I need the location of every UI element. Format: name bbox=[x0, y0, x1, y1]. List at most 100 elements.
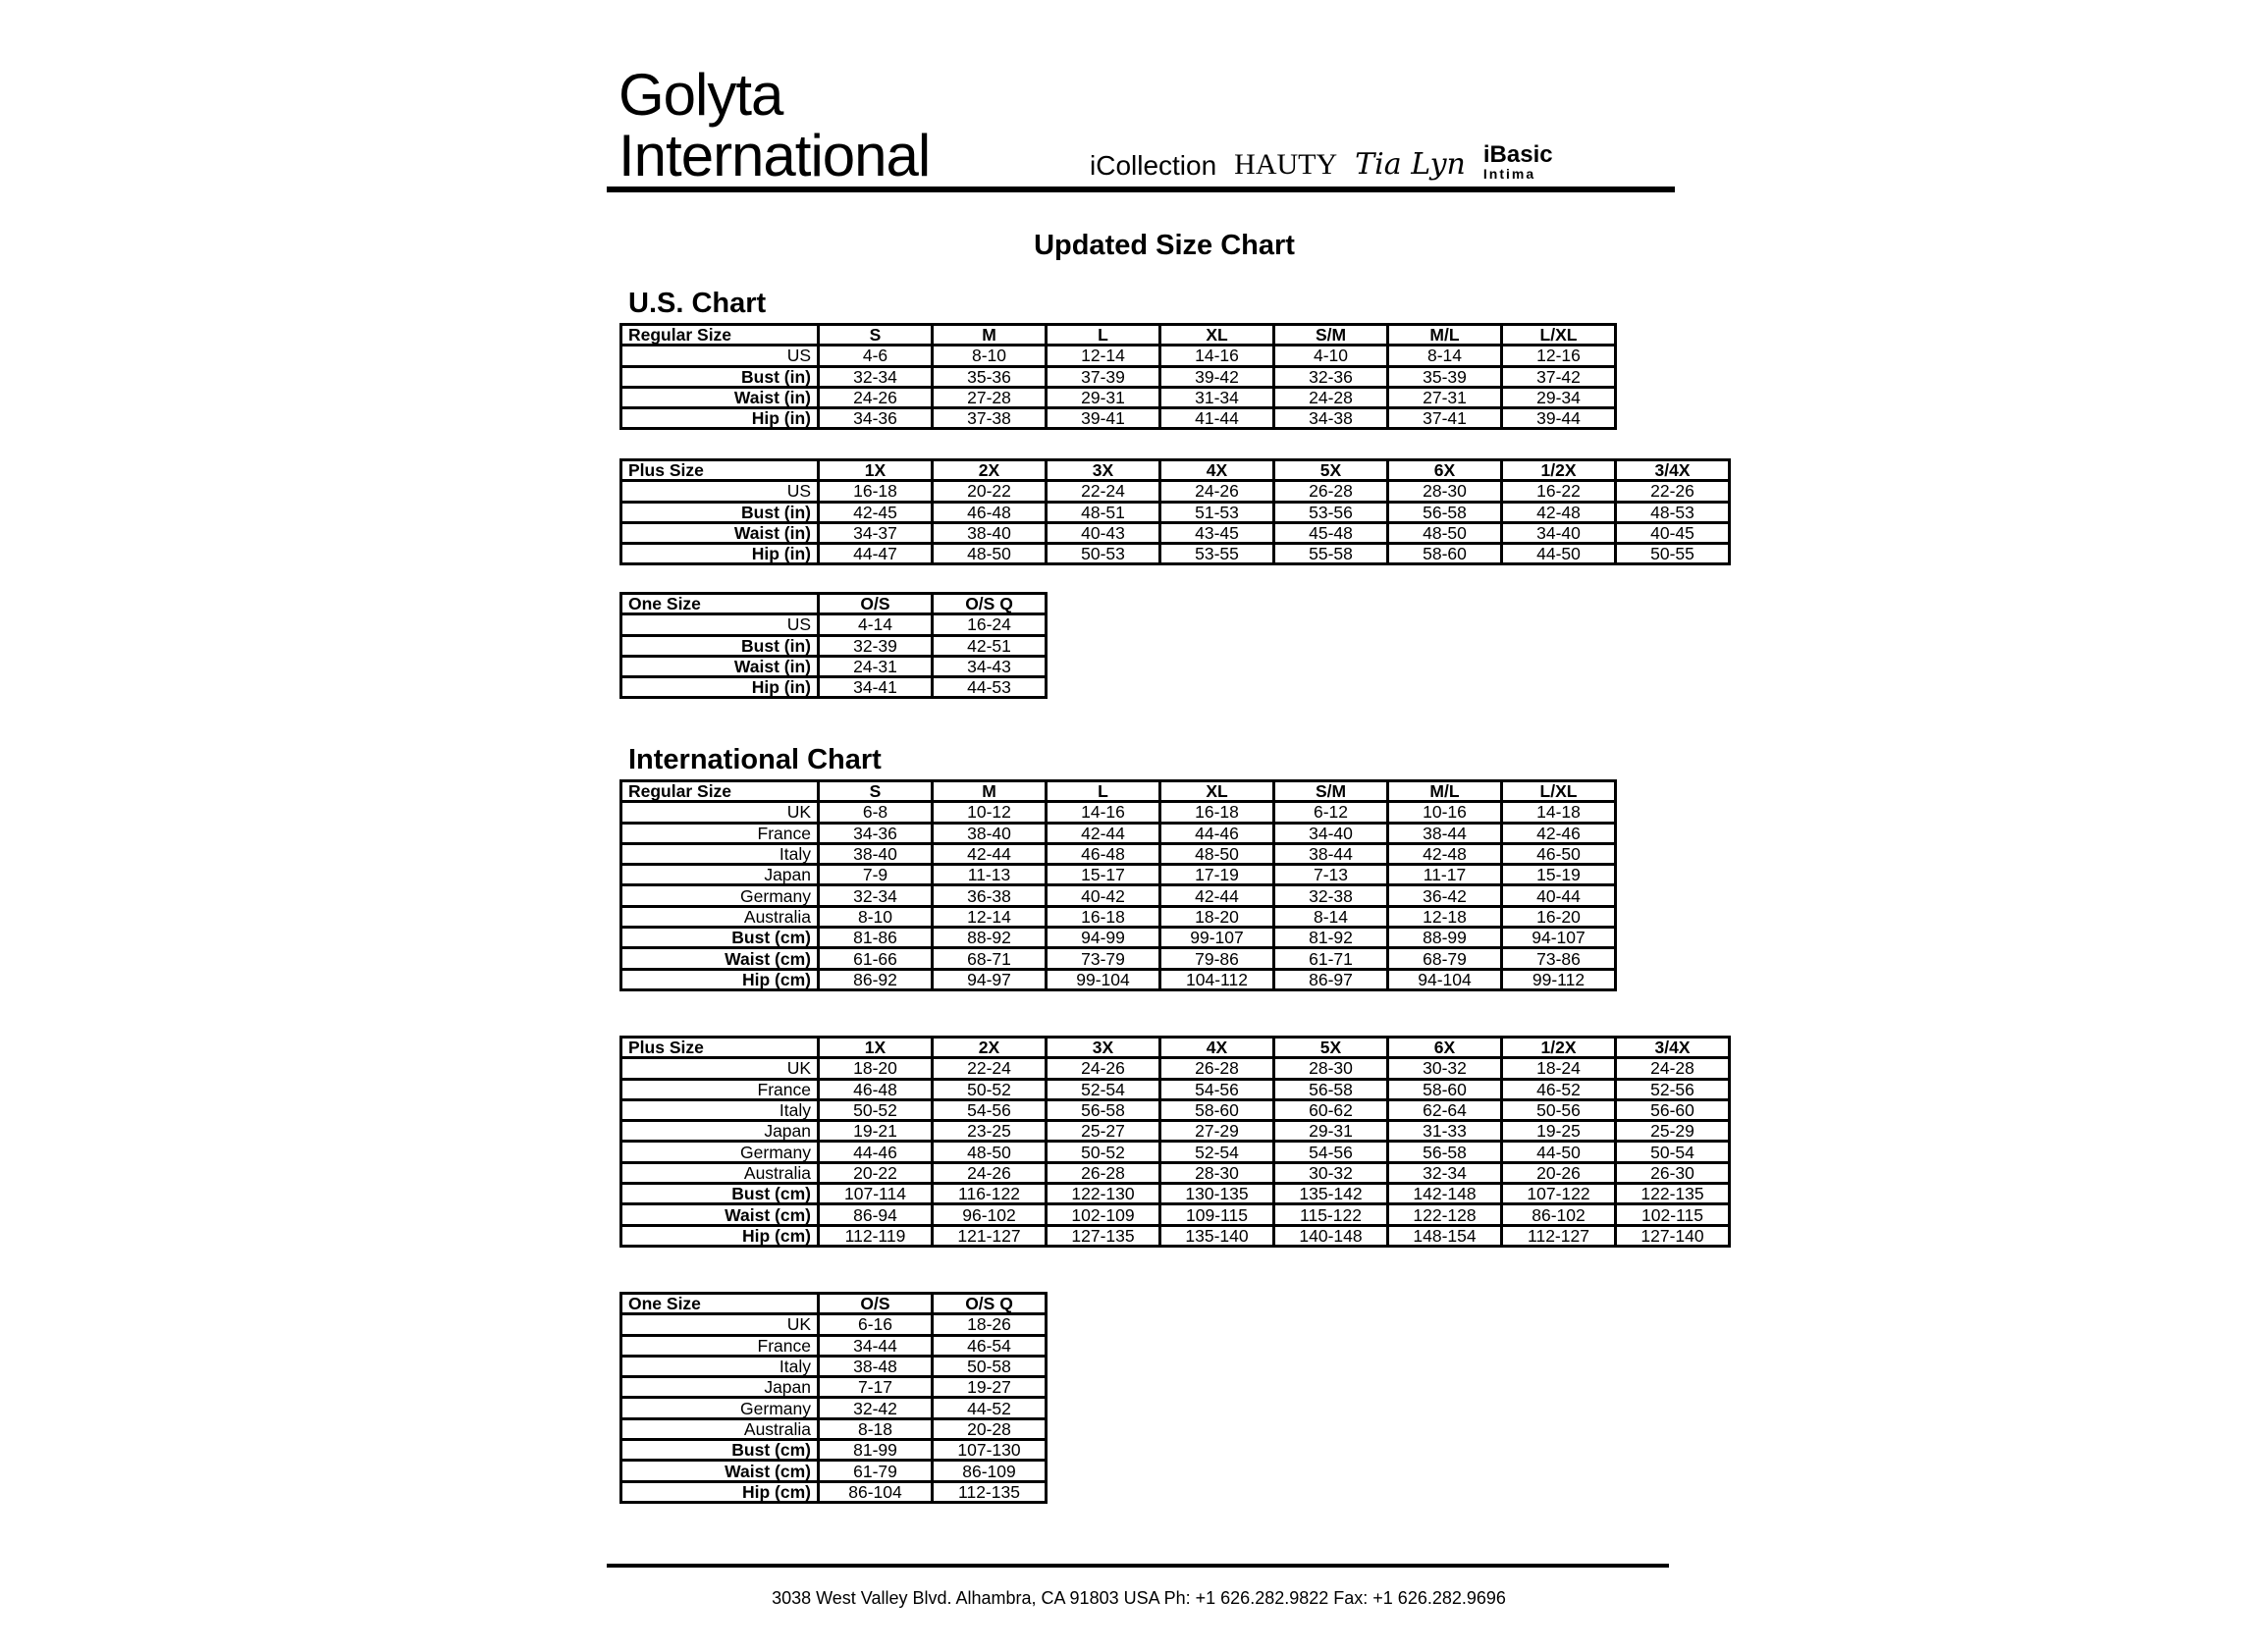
table-cell: 109-115 bbox=[1158, 1202, 1275, 1227]
table-cell: 18-20 bbox=[1158, 904, 1275, 930]
table-cell: 16-24 bbox=[931, 613, 1048, 637]
row-label: UK bbox=[619, 800, 820, 825]
table-cell: 29-31 bbox=[1045, 385, 1161, 410]
table-cell: 48-51 bbox=[1045, 500, 1161, 524]
table-cell: 12-18 bbox=[1386, 904, 1503, 930]
table-cell: 88-99 bbox=[1386, 926, 1503, 950]
table-row: Japan 7-17 19-27 bbox=[619, 1375, 1048, 1400]
table-cell: 15-19 bbox=[1500, 863, 1617, 887]
table-cell: 94-99 bbox=[1045, 926, 1161, 950]
table-cell: 34-40 bbox=[1500, 520, 1617, 546]
table-cell: 50-58 bbox=[931, 1354, 1048, 1379]
column-header: 5X bbox=[1272, 1035, 1389, 1060]
row-label: UK bbox=[619, 1312, 820, 1337]
table-cell: 121-127 bbox=[931, 1223, 1048, 1248]
table-row: Germany 32-42 44-52 bbox=[619, 1396, 1048, 1420]
column-header: S bbox=[817, 778, 934, 804]
table-cell: 45-48 bbox=[1272, 520, 1389, 546]
table-cell: 61-66 bbox=[817, 946, 934, 971]
table-row: France 34-36 38-40 42-44 44-46 34-40 38-44 42-4… bbox=[619, 821, 1617, 845]
table-cell: 73-79 bbox=[1045, 946, 1161, 971]
table-cell: 42-48 bbox=[1500, 500, 1617, 524]
column-header: M bbox=[931, 322, 1048, 347]
table-cell: 42-51 bbox=[931, 633, 1048, 658]
table-cell: 24-28 bbox=[1272, 385, 1389, 410]
table-cell: 48-50 bbox=[931, 1140, 1048, 1164]
table-cell: 37-39 bbox=[1045, 364, 1161, 389]
table-row: UK 6-8 10-12 14-16 16-18 6-12 10-16 14-18 bbox=[619, 800, 1617, 825]
table-cell: 62-64 bbox=[1386, 1097, 1503, 1123]
table-cell: 6-8 bbox=[817, 800, 934, 825]
table-cell: 112-127 bbox=[1500, 1223, 1617, 1248]
table-row: Australia 8-18 20-28 bbox=[619, 1416, 1048, 1442]
row-label: Japan bbox=[619, 863, 820, 887]
table-cell: 37-38 bbox=[931, 406, 1048, 431]
table-cell: 86-102 bbox=[1500, 1202, 1617, 1227]
table-row: Australia 8-10 12-14 16-18 18-20 8-14 12-18 16-… bbox=[619, 904, 1617, 930]
table-cell: 48-50 bbox=[931, 542, 1048, 566]
column-header: M/L bbox=[1386, 322, 1503, 347]
table-row: US 4-14 16-24 bbox=[619, 613, 1048, 637]
table-cell: 40-43 bbox=[1045, 520, 1161, 546]
table-cell: 42-44 bbox=[1045, 821, 1161, 845]
table-cell: 94-104 bbox=[1386, 967, 1503, 991]
column-header: 6X bbox=[1386, 1035, 1503, 1060]
table-cell: 8-14 bbox=[1386, 344, 1503, 368]
table-cell: 48-50 bbox=[1386, 520, 1503, 546]
column-header: 3/4X bbox=[1614, 457, 1731, 483]
table-row: UK 18-20 22-24 24-26 26-28 28-30 30-32 18-24 24-… bbox=[619, 1056, 1731, 1081]
table-cell: 50-56 bbox=[1500, 1097, 1617, 1123]
row-label: US bbox=[619, 613, 820, 637]
row-label: Bust (cm) bbox=[619, 926, 820, 950]
table-cell: 115-122 bbox=[1272, 1202, 1389, 1227]
row-label: Germany bbox=[619, 1396, 820, 1420]
row-label: Waist (cm) bbox=[619, 1202, 820, 1227]
table-cell: 86-109 bbox=[931, 1459, 1048, 1483]
table-cell: 86-92 bbox=[817, 967, 934, 991]
table-cell: 7-13 bbox=[1272, 863, 1389, 887]
table-row: Waist (cm) 61-79 86-109 bbox=[619, 1459, 1048, 1483]
table-cell: 122-135 bbox=[1614, 1182, 1731, 1206]
footer-address: 3038 West Valley Blvd. Alhambra, CA 9180… bbox=[772, 1588, 1506, 1608]
table-cell: 8-10 bbox=[817, 904, 934, 930]
table-cell: 61-71 bbox=[1272, 946, 1389, 971]
table-cell: 28-30 bbox=[1272, 1056, 1389, 1081]
table-cell: 88-92 bbox=[931, 926, 1048, 950]
brand-intima: Intima bbox=[1482, 166, 1536, 182]
table-cell: 25-27 bbox=[1045, 1119, 1161, 1144]
table-row: Bust (in) 42-45 46-48 48-51 51-53 53-56 56-58 4… bbox=[619, 500, 1731, 524]
column-header: L/XL bbox=[1500, 778, 1617, 804]
table-row: Bust (cm) 107-114 116-122 122-130 130-135 135… bbox=[619, 1182, 1731, 1206]
column-header: 4X bbox=[1158, 457, 1275, 483]
table-header-row: Regular Size S M L XL S/M M/L L/XL bbox=[619, 322, 1617, 347]
table-cell: 53-55 bbox=[1158, 542, 1275, 566]
table-cell: 22-26 bbox=[1614, 479, 1731, 504]
table-cell: 4-10 bbox=[1272, 344, 1389, 368]
column-header: 3/4X bbox=[1614, 1035, 1731, 1060]
table-cell: 19-27 bbox=[931, 1375, 1048, 1400]
row-label: Waist (in) bbox=[619, 654, 820, 679]
table-row: Bust (in) 32-34 35-36 37-39 39-42 32-36 35-39 3… bbox=[619, 364, 1617, 389]
table-cell: 35-36 bbox=[931, 364, 1048, 389]
table-cell: 135-142 bbox=[1272, 1182, 1389, 1206]
column-header: S bbox=[817, 322, 934, 347]
table-row: Italy 38-40 42-44 46-48 48-50 38-44 42-48 46-50 bbox=[619, 841, 1617, 867]
row-label: France bbox=[619, 1077, 820, 1101]
row-label: Hip (in) bbox=[619, 675, 820, 700]
table-header-row: Plus Size 1X 2X 3X 4X 5X 6X 1/2X 3/4X bbox=[619, 1035, 1731, 1060]
table-cell: 12-14 bbox=[1045, 344, 1161, 368]
table-cell: 44-50 bbox=[1500, 542, 1617, 566]
table-cell: 54-56 bbox=[931, 1097, 1048, 1123]
table-cell: 44-47 bbox=[817, 542, 934, 566]
table-cell: 39-41 bbox=[1045, 406, 1161, 431]
table-cell: 38-48 bbox=[817, 1354, 934, 1379]
table-cell: 32-38 bbox=[1272, 883, 1389, 908]
table-cell: 42-44 bbox=[1158, 883, 1275, 908]
column-header: 4X bbox=[1158, 1035, 1275, 1060]
table-cell: 31-34 bbox=[1158, 385, 1275, 410]
table-cell: 112-119 bbox=[817, 1223, 934, 1248]
column-header: 1X bbox=[817, 457, 934, 483]
table-cell: 39-44 bbox=[1500, 406, 1617, 431]
table-cell: 27-29 bbox=[1158, 1119, 1275, 1144]
row-label: UK bbox=[619, 1056, 820, 1081]
